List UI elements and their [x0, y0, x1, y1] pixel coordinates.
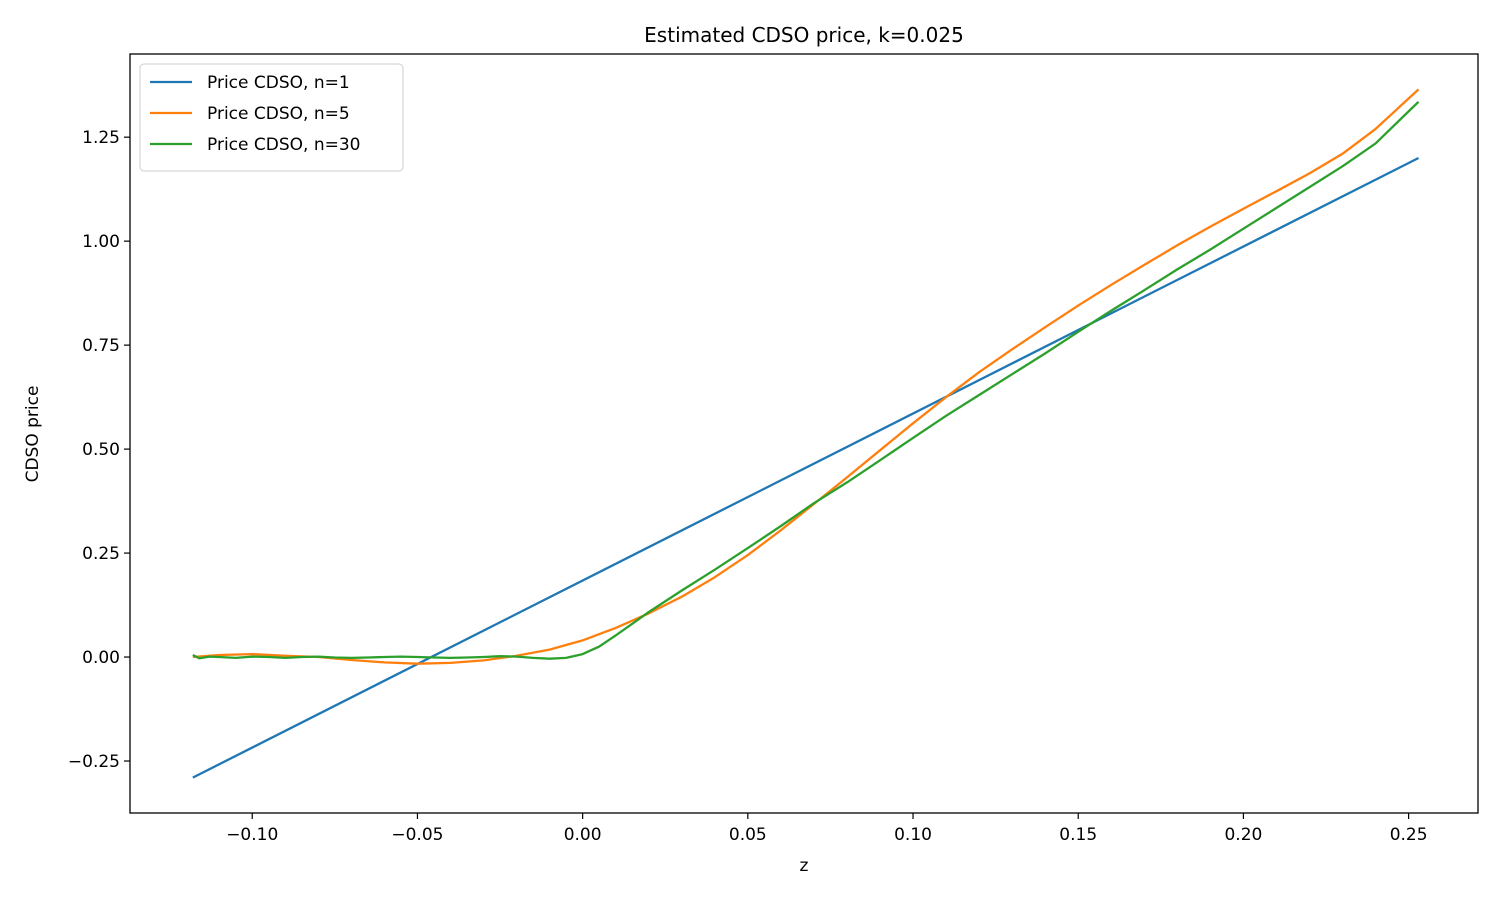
y-tick-label: −0.25: [68, 752, 120, 772]
plot-lines: [192, 88, 1420, 779]
chart-title: Estimated CDSO price, k=0.025: [644, 23, 964, 47]
x-tick-label: 0.20: [1224, 825, 1262, 845]
x-axis-label: z: [800, 856, 809, 876]
legend-box: [139, 63, 404, 172]
legend-label-2: Price CDSO, n=5: [207, 104, 350, 124]
y-tick-label: 1.25: [82, 128, 120, 148]
series-line-1: [192, 156, 1420, 779]
y-tick-label: 1.00: [82, 232, 120, 252]
y-tick-label: 0.50: [82, 440, 120, 460]
x-tick-label: 0.15: [1059, 825, 1097, 845]
x-axis: −0.10 −0.05 0.00 0.05 0.10 0.15 0.20 0.25: [226, 813, 1428, 845]
legend-label-1: Price CDSO, n=1: [207, 73, 350, 93]
x-tick-label: 0.05: [729, 825, 767, 845]
x-tick-label: 0.10: [894, 825, 932, 845]
x-tick-label: −0.05: [391, 825, 443, 845]
y-tick-label: 0.75: [82, 336, 120, 356]
series-line-3: [192, 100, 1420, 660]
y-tick-label: 0.25: [82, 544, 120, 564]
y-axis: −0.25 0.00 0.25 0.50 0.75 1.00 1.25: [68, 128, 130, 772]
legend: Price CDSO, n=1 Price CDSO, n=5 Price CDSO…: [139, 63, 404, 172]
y-tick-label: 0.00: [82, 648, 120, 668]
x-tick-label: 0.25: [1390, 825, 1428, 845]
series-line-2: [192, 88, 1420, 665]
legend-label-3: Price CDSO, n=30: [207, 135, 360, 155]
plot-frame: [129, 53, 1479, 814]
x-tick-label: −0.10: [226, 825, 278, 845]
x-tick-label: 0.00: [564, 825, 602, 845]
y-axis-label: CDSO price: [23, 386, 43, 483]
